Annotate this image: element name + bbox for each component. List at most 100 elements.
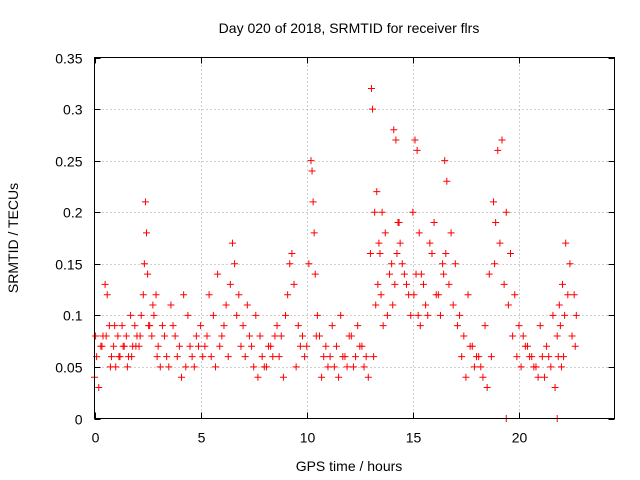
data-point — [107, 353, 115, 361]
data-point — [292, 363, 300, 371]
y-tick-label: 0 — [75, 412, 83, 428]
data-point — [224, 353, 232, 361]
data-point — [101, 280, 109, 288]
y-tick-label: 0.15 — [55, 257, 82, 273]
data-point — [322, 342, 330, 350]
data-point — [148, 332, 156, 340]
data-point — [479, 373, 487, 381]
data-point — [557, 363, 565, 371]
data-point — [163, 353, 171, 361]
data-point — [122, 332, 130, 340]
data-point — [491, 260, 499, 268]
data-point — [222, 301, 230, 309]
data-point — [286, 260, 294, 268]
data-point — [226, 280, 234, 288]
data-point — [396, 239, 404, 247]
data-point — [271, 332, 279, 340]
data-point — [228, 239, 236, 247]
data-point — [296, 342, 304, 350]
data-point — [566, 260, 574, 268]
y-tick-label: 0.2 — [63, 205, 83, 221]
data-point — [414, 311, 422, 319]
data-point — [562, 239, 570, 247]
x-tick-label: 20 — [512, 430, 528, 446]
data-point — [500, 280, 508, 288]
data-point — [554, 353, 562, 361]
data-point — [526, 353, 534, 361]
data-point — [231, 260, 239, 268]
data-point — [354, 322, 362, 330]
data-point — [509, 332, 517, 340]
data-point — [373, 188, 381, 196]
data-point — [182, 363, 190, 371]
axis-ticks — [94, 57, 615, 420]
data-point — [362, 353, 370, 361]
data-point — [386, 270, 394, 278]
data-point — [356, 342, 364, 350]
data-point — [103, 291, 111, 299]
data-point — [440, 270, 448, 278]
data-point — [252, 311, 260, 319]
x-tick-label: 10 — [300, 430, 316, 446]
data-point — [188, 353, 196, 361]
data-point — [485, 270, 493, 278]
data-point — [140, 260, 148, 268]
data-point — [466, 342, 474, 350]
data-point — [173, 353, 181, 361]
data-point — [422, 301, 430, 309]
y-tick-labels: 0 0.05 0.1 0.15 0.2 0.25 0.3 0.35 — [55, 51, 82, 428]
data-point — [311, 270, 319, 278]
data-point — [136, 332, 144, 340]
data-point — [477, 363, 485, 371]
data-point — [248, 342, 256, 350]
data-point — [110, 342, 118, 350]
data-point — [106, 363, 114, 371]
data-point — [543, 342, 551, 350]
data-point — [428, 249, 436, 257]
data-point — [445, 280, 453, 288]
data-point — [262, 363, 270, 371]
data-point — [337, 311, 345, 319]
data-point — [161, 332, 169, 340]
data-point — [149, 301, 157, 309]
data-point — [547, 363, 555, 371]
data-point — [343, 363, 351, 371]
y-tick-label: 0.25 — [55, 154, 82, 170]
chart-title: Day 020 of 2018, SRMTID for receiver flr… — [219, 20, 480, 36]
data-point — [119, 342, 127, 350]
data-point — [424, 311, 432, 319]
data-point — [451, 260, 459, 268]
data-point — [470, 363, 478, 371]
data-point — [572, 311, 580, 319]
data-point — [347, 332, 355, 340]
data-point — [277, 332, 285, 340]
data-point — [515, 322, 523, 330]
data-point — [442, 249, 450, 257]
data-point — [318, 373, 326, 381]
data-point — [483, 384, 491, 392]
data-point — [366, 249, 374, 257]
x-tick-label: 5 — [198, 430, 206, 446]
data-point — [254, 373, 262, 381]
data-point — [447, 229, 455, 237]
data-point — [290, 280, 298, 288]
data-point — [216, 342, 224, 350]
data-point — [534, 373, 542, 381]
data-point — [114, 332, 122, 340]
data-point — [131, 322, 139, 330]
data-point — [549, 311, 557, 319]
data-point — [496, 239, 504, 247]
data-point — [245, 332, 253, 340]
y-tick-label: 0.1 — [63, 308, 83, 324]
data-point — [118, 322, 126, 330]
data-point — [556, 322, 564, 330]
data-point — [307, 157, 315, 165]
data-point — [364, 373, 372, 381]
data-point — [201, 342, 209, 350]
data-point — [273, 322, 281, 330]
data-point — [504, 301, 512, 309]
data-point — [410, 291, 418, 299]
data-point — [310, 229, 318, 237]
data-point — [487, 353, 495, 361]
data-point — [284, 291, 292, 299]
